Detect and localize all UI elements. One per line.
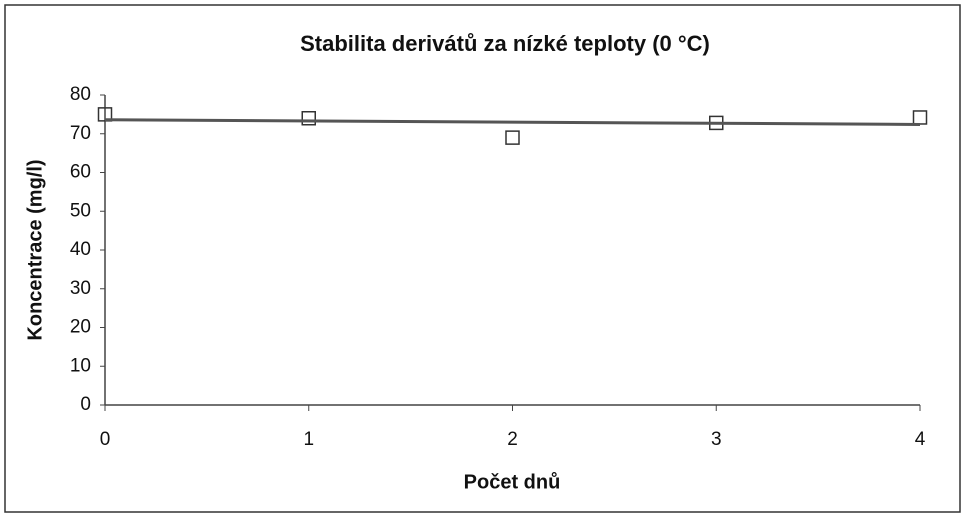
chart-title: Stabilita derivátů za nízké teploty (0 °… [300, 31, 710, 56]
x-tick-label: 0 [100, 429, 111, 450]
y-tick-label: 70 [70, 123, 91, 144]
y-tick-label: 60 [70, 162, 91, 183]
y-tick-label: 0 [80, 394, 91, 415]
data-point [301, 111, 316, 126]
y-tick-label: 40 [70, 239, 91, 260]
y-tick-label: 50 [70, 200, 91, 221]
y-tick-label: 30 [70, 278, 91, 299]
data-point [505, 130, 520, 145]
x-tick-label: 3 [711, 429, 722, 450]
frame [4, 4, 961, 513]
y-tick-label: 20 [70, 317, 91, 338]
y-tick-label: 80 [70, 84, 91, 105]
x-tick-label: 2 [507, 429, 518, 450]
y-axis-label: Koncentrace (mg/l) [24, 159, 46, 340]
x-tick-label: 1 [303, 429, 314, 450]
y-tick-label: 10 [70, 355, 91, 376]
x-axis-label: Počet dnů [464, 471, 561, 493]
x-tick-label: 4 [915, 429, 926, 450]
trend-line [104, 118, 921, 126]
